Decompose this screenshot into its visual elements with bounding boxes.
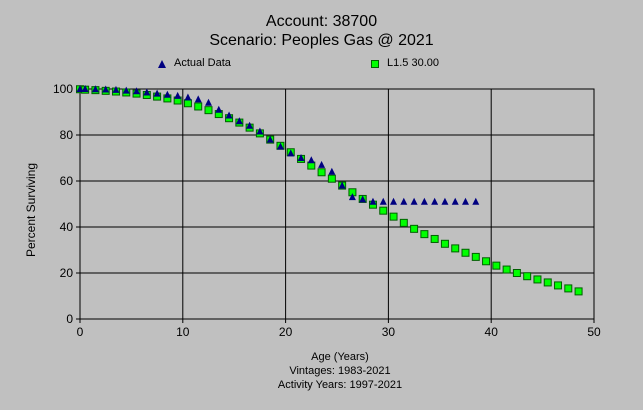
l15-data-point xyxy=(502,265,511,274)
actual-data-point xyxy=(122,86,130,94)
actual-data-point xyxy=(91,85,99,93)
actual-data-point xyxy=(369,197,377,205)
chart-title-block: Account: 38700 Scenario: Peoples Gas @ 2… xyxy=(0,12,643,50)
legend-entry-actual: Actual Data xyxy=(158,57,231,70)
legend-label-l15: L1.5 30.00 xyxy=(387,57,439,69)
data-marks xyxy=(76,85,583,296)
actual-data-point xyxy=(276,142,284,150)
l15-data-point xyxy=(327,174,336,183)
y-tick-label: 80 xyxy=(60,128,74,142)
y-tick-label: 100 xyxy=(53,82,73,96)
chart-subtitle: Scenario: Peoples Gas @ 2021 xyxy=(209,32,434,49)
l15-data-point xyxy=(523,272,532,281)
actual-data-point xyxy=(235,117,243,125)
actual-data-point xyxy=(112,85,120,93)
legend-entry-l15: L1.5 30.00 xyxy=(371,57,439,70)
actual-data-point xyxy=(431,197,439,205)
actual-data-point xyxy=(256,127,264,135)
actual-data-point xyxy=(163,90,171,98)
square-marker-icon xyxy=(371,59,379,68)
legend-label-actual: Actual Data xyxy=(174,57,231,69)
actual-data-point xyxy=(451,197,459,205)
actual-data-point xyxy=(379,197,387,205)
x-tick-label: 10 xyxy=(176,325,190,339)
actual-data-point xyxy=(472,197,480,205)
l15-data-point xyxy=(574,287,583,296)
l15-data-point xyxy=(492,261,501,270)
actual-data-point xyxy=(318,160,326,168)
l15-data-point xyxy=(451,244,460,253)
actual-data-point xyxy=(225,111,233,119)
actual-data-point xyxy=(215,105,223,113)
l15-data-point xyxy=(533,275,542,284)
actual-data-point xyxy=(174,91,182,99)
y-tick-label: 0 xyxy=(66,312,73,326)
l15-data-point xyxy=(194,102,203,111)
x-axis-label: Age (Years) xyxy=(311,351,369,363)
x-tick-label: 50 xyxy=(587,325,601,339)
l15-data-point xyxy=(389,212,398,221)
actual-data-point xyxy=(390,197,398,205)
vintages-note: Vintages: 1983-2021 xyxy=(289,365,391,377)
l15-data-point xyxy=(564,284,573,293)
actual-data-point xyxy=(194,95,202,103)
actual-data-point xyxy=(102,85,110,93)
x-tick-label: 20 xyxy=(279,325,293,339)
l15-data-point xyxy=(430,234,439,243)
actual-data-point xyxy=(133,87,141,95)
x-tick-label: 30 xyxy=(382,325,396,339)
actual-data-point xyxy=(76,85,84,92)
l15-data-point xyxy=(317,168,326,177)
actual-data-point xyxy=(266,135,274,143)
actual-data-point xyxy=(420,197,428,205)
actual-data-point xyxy=(81,85,89,92)
y-tick-label: 60 xyxy=(60,174,74,188)
plot-frame xyxy=(79,88,595,320)
actual-data-point xyxy=(143,88,151,96)
l15-data-point xyxy=(410,224,419,233)
l15-data-point xyxy=(440,239,449,248)
axis-ticks: 0 10 20 30 40 50 0 20 40 60 80 100 xyxy=(53,82,601,339)
actual-data-point xyxy=(462,197,469,205)
actual-data-point xyxy=(307,156,315,164)
l15-data-point xyxy=(543,278,552,287)
l15-data-point xyxy=(204,106,213,115)
l15-data-point xyxy=(183,99,192,108)
actual-data-point xyxy=(410,197,418,205)
y-tick-label: 40 xyxy=(60,220,74,234)
x-tick-label: 40 xyxy=(485,325,499,339)
actual-data-point xyxy=(246,121,254,129)
l15-data-point xyxy=(554,281,563,290)
l15-data-point xyxy=(461,248,470,257)
actual-data-point xyxy=(287,149,295,157)
plot-grid xyxy=(79,88,595,320)
actual-data-point xyxy=(297,154,305,161)
actual-data-point xyxy=(400,197,408,205)
actual-data-point xyxy=(153,89,161,97)
l15-data-point xyxy=(482,257,491,266)
activity-years-note: Activity Years: 1997-2021 xyxy=(277,379,403,391)
y-tick-label: 20 xyxy=(60,266,74,280)
actual-data-point xyxy=(348,193,356,201)
actual-data-point xyxy=(338,181,346,189)
actual-data-point xyxy=(205,98,212,106)
x-tick-label: 0 xyxy=(77,325,84,339)
l15-data-point xyxy=(420,230,429,239)
actual-data-point xyxy=(441,197,449,205)
l15-data-point xyxy=(471,252,480,261)
l15-data-point xyxy=(379,206,388,215)
l15-data-point xyxy=(512,269,521,277)
chart-title: Account: 38700 xyxy=(265,13,378,30)
actual-data-point xyxy=(359,195,367,203)
l15-data-point xyxy=(399,218,408,227)
actual-data-point xyxy=(328,167,336,175)
actual-data-point xyxy=(184,93,192,101)
triangle-marker-icon xyxy=(158,59,166,68)
